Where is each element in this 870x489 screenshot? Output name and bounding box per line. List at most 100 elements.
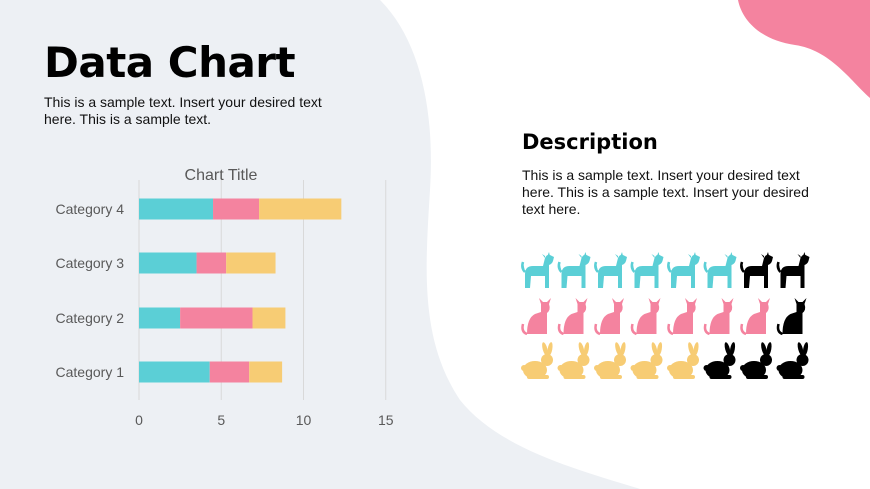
dog-icon [776, 252, 810, 288]
category-label: Category 3 [56, 255, 125, 271]
cat-shape [563, 298, 588, 334]
cat-shape [636, 298, 661, 334]
rabbit-feet [527, 375, 549, 379]
rabbit-body [523, 361, 547, 379]
cat-shape [782, 298, 807, 334]
rabbit-head [577, 354, 590, 366]
rabbit-ear [766, 342, 772, 356]
bar-segment [139, 252, 197, 274]
rabbit-icon [521, 342, 553, 379]
bar-segment [139, 361, 210, 383]
rabbit-feet [600, 375, 622, 379]
cat-icon [521, 298, 551, 336]
rabbit-feet [746, 375, 768, 379]
rabbit-icon [776, 342, 809, 379]
rabbit-body [742, 361, 766, 379]
x-tick-label: 10 [296, 412, 312, 428]
dog-tail [667, 261, 672, 273]
bar-segment [226, 252, 276, 274]
rabbit-ear [542, 342, 548, 356]
cat-shape [709, 298, 734, 334]
rabbit-feet [782, 375, 805, 379]
rabbit-head [760, 354, 772, 366]
rabbit-head [541, 354, 553, 366]
rabbit-icon [630, 342, 663, 379]
dog-tail [776, 261, 782, 273]
category-label: Category 1 [56, 364, 125, 380]
cat-icon [594, 298, 624, 336]
cat-tail [776, 323, 783, 336]
rabbit-tail [667, 365, 673, 371]
rabbit-ear [729, 342, 736, 356]
bar-segment [139, 198, 214, 220]
dog-icon [557, 252, 591, 288]
cat-tail [703, 323, 710, 336]
dog-ear [615, 252, 623, 258]
dog-shape [777, 254, 810, 288]
rabbit-tail [740, 365, 746, 371]
chart-title: Chart Title [185, 167, 258, 184]
rabbit-feet [563, 375, 586, 379]
rabbit-tail [521, 365, 527, 371]
dog-ear [761, 252, 769, 258]
dog-shape [522, 254, 554, 288]
description-heading: Description [522, 130, 658, 154]
dog-ear [578, 252, 587, 258]
rabbit-icon [594, 342, 626, 379]
rabbit-ear [620, 342, 626, 356]
x-tick-label: 0 [135, 412, 143, 428]
x-tick-label: 15 [378, 412, 394, 428]
rabbit-head [614, 354, 626, 366]
rabbit-body [596, 361, 620, 379]
cat-tail [667, 323, 674, 336]
rabbit-head [687, 354, 699, 366]
cat-tail [740, 323, 747, 336]
rabbit-ear [688, 342, 694, 356]
bar-segment [259, 198, 342, 220]
rabbit-icon [703, 342, 736, 379]
rabbit-icon [557, 342, 590, 379]
dog-tail [521, 261, 526, 273]
cat-icon [740, 298, 770, 336]
rabbit-icon [740, 342, 772, 379]
dog-icon [667, 252, 700, 288]
dog-shape [668, 254, 700, 288]
rabbit-body [778, 361, 803, 379]
cat-icon [667, 298, 697, 336]
rabbit-tail [594, 365, 600, 371]
rabbit-tail [557, 365, 564, 371]
dog-tail [740, 261, 745, 273]
cat-icon [703, 298, 734, 336]
rabbit-feet [709, 375, 732, 379]
rabbit-tail [630, 365, 637, 371]
dog-tail [630, 261, 636, 273]
x-tick-label: 5 [217, 412, 225, 428]
cat-shape [527, 298, 551, 334]
rabbit-head [723, 354, 736, 366]
rabbit-head [796, 354, 809, 366]
dog-ear [688, 252, 696, 258]
bar-segment [209, 361, 250, 383]
rabbit-body [559, 361, 584, 379]
cat-tail [594, 323, 601, 336]
rabbit-body [669, 361, 693, 379]
rabbit-icon [667, 342, 699, 379]
cat-tail [521, 323, 528, 336]
slide-title: Data Chart [44, 38, 296, 87]
bar-segment [252, 307, 286, 329]
category-label: Category 4 [56, 201, 125, 217]
dog-shape [631, 254, 664, 288]
dog-shape [704, 254, 737, 288]
rabbit-body [632, 361, 657, 379]
cat-shape [600, 298, 624, 334]
dog-ear [651, 252, 660, 258]
dog-shape [595, 254, 627, 288]
rabbit-ear [797, 342, 804, 356]
rabbit-head [650, 354, 663, 366]
rabbit-feet [636, 375, 659, 379]
rabbit-tail [703, 365, 710, 371]
description-body: This is a sample text. Insert your desir… [522, 167, 809, 217]
dog-ear [724, 252, 733, 258]
rabbit-tail [776, 365, 783, 371]
bar-segment [213, 198, 260, 220]
